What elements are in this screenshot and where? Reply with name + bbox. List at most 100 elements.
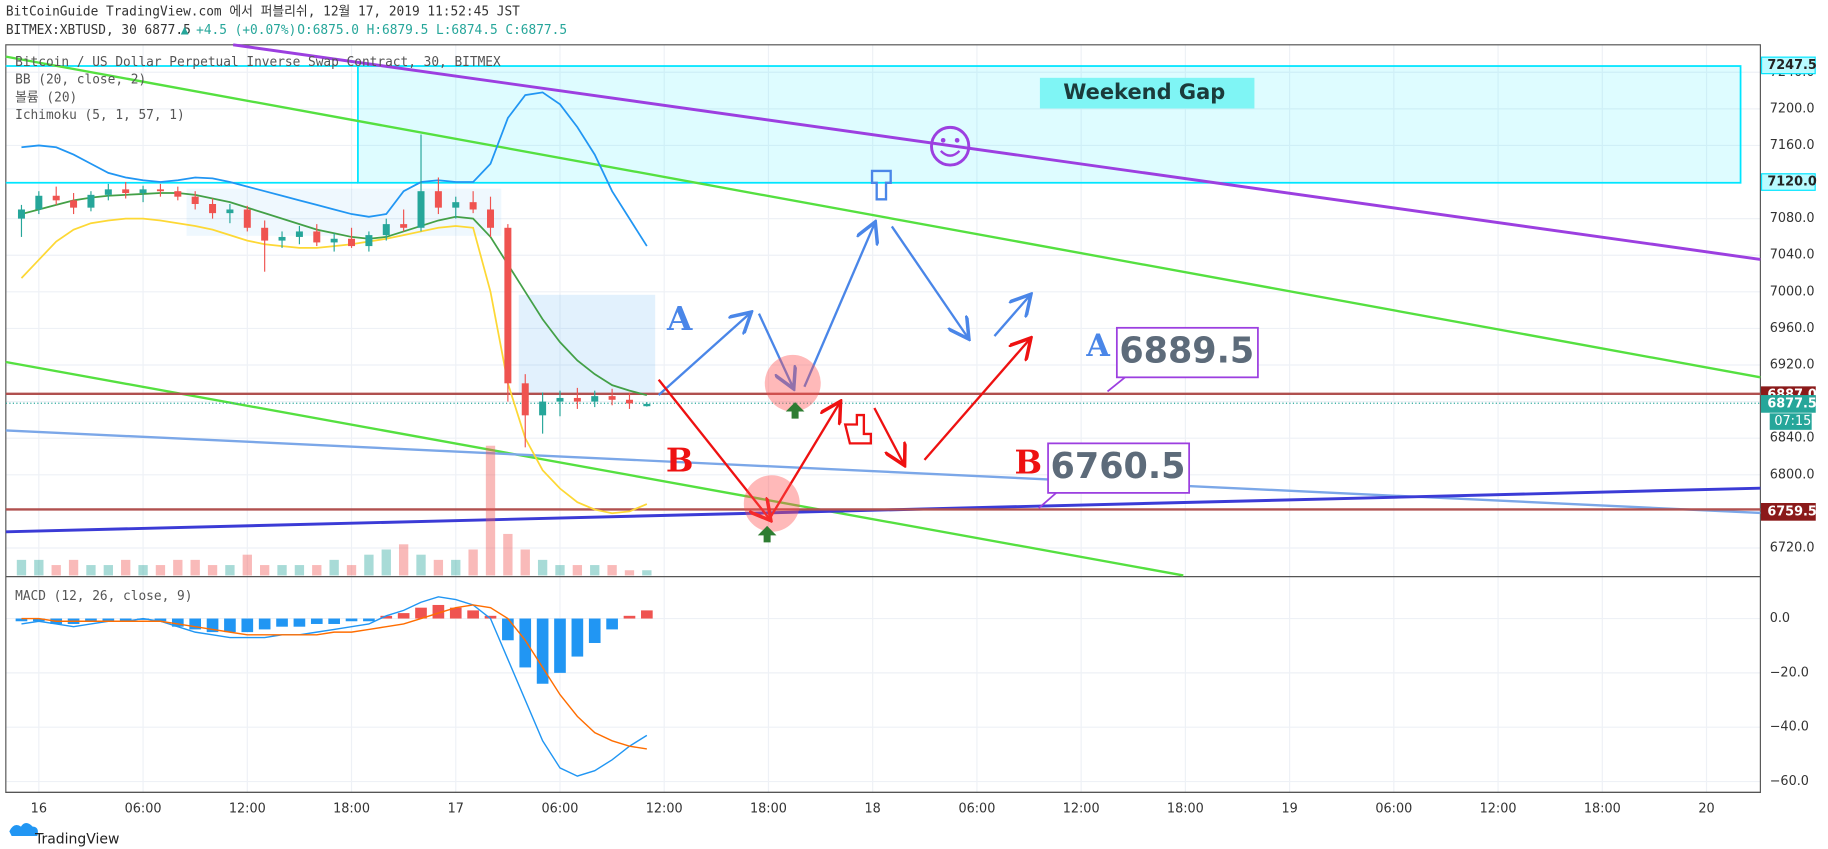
- volume-bar: [451, 559, 461, 576]
- volume-bar: [555, 565, 565, 576]
- candle-body: [226, 209, 234, 214]
- candle-body: [382, 224, 390, 236]
- candle-body: [608, 396, 616, 400]
- smiley-eye: [954, 137, 960, 143]
- x-tick-label: 18: [865, 801, 881, 816]
- candle-body: [539, 401, 547, 416]
- countdown: 07:15: [1774, 414, 1811, 429]
- y-tick-label: 7080.0: [1770, 211, 1815, 226]
- y-tick-label: −40.0: [1770, 720, 1809, 735]
- y-tick-label: 7200.0: [1770, 101, 1815, 116]
- volume-bar: [433, 559, 444, 576]
- volume-bar: [398, 544, 409, 576]
- histogram-bar: [85, 618, 97, 622]
- weekend-gap-box: [1039, 77, 1255, 109]
- candle-body: [504, 227, 512, 384]
- x-tick-label: 06:00: [542, 801, 579, 816]
- candle-body: [191, 196, 199, 204]
- x-tick-label: 06:00: [1375, 801, 1412, 816]
- volume-bar: [381, 549, 391, 576]
- hand-icon: [843, 413, 873, 445]
- price-tag-label: 7247.5: [1767, 58, 1816, 73]
- candle-body: [348, 238, 356, 247]
- x-tick-label: 17: [448, 801, 464, 816]
- x-tick-label: 12:00: [229, 801, 266, 816]
- y-tick-label: 6800.0: [1770, 467, 1815, 482]
- candle-body: [209, 203, 217, 214]
- x-tick-label: 18:00: [1167, 801, 1204, 816]
- weekend-gap-label: Weekend Gap: [1063, 79, 1225, 104]
- trend-line: [232, 43, 1761, 261]
- histogram-bar: [328, 618, 340, 624]
- volume-bar: [207, 565, 218, 576]
- volume-bar: [138, 565, 148, 576]
- x-tick-label: 18:00: [750, 801, 787, 816]
- x-tick-label: 20: [1698, 801, 1714, 816]
- histogram-bar: [189, 618, 202, 630]
- candle-body: [643, 403, 651, 407]
- y-tick-label: 6840.0: [1770, 431, 1815, 446]
- volume-bar: [294, 565, 305, 576]
- candle-body: [556, 397, 564, 402]
- candle-body: [156, 189, 164, 192]
- y-tick-label: 6920.0: [1770, 357, 1815, 372]
- candle-body: [122, 189, 130, 194]
- header-ohlc: O:6875.0 H:6879.5 L:6874.5 C:6877.5: [297, 23, 567, 38]
- histogram-bar: [588, 618, 601, 643]
- candle-body: [295, 231, 303, 237]
- highlight-circle: [764, 354, 821, 412]
- candle-body: [70, 200, 78, 208]
- x-tick-label: 18:00: [1584, 801, 1621, 816]
- histogram-bar: [102, 618, 115, 622]
- candle-body: [243, 209, 251, 228]
- candle-body: [573, 397, 581, 402]
- candle-body: [313, 231, 321, 243]
- price-tag: [1760, 503, 1816, 521]
- volume-bar: [86, 565, 96, 576]
- volume-bar: [173, 559, 183, 576]
- y-tick-label: 7160.0: [1770, 138, 1815, 153]
- callout-box: [1047, 442, 1191, 494]
- candle-body: [17, 209, 25, 219]
- candle-body: [330, 238, 338, 243]
- price-tag: [1760, 395, 1816, 413]
- scenario-a-arrows: [657, 224, 1030, 396]
- scenario-label: B: [666, 440, 694, 479]
- candle-body: [434, 191, 442, 208]
- legend-indicator: BB (20, close, 2): [15, 73, 146, 88]
- histogram-bar: [397, 613, 410, 619]
- volume-bar: [346, 565, 357, 576]
- candle-body: [278, 236, 286, 241]
- x-tick-label: 12:00: [1480, 801, 1517, 816]
- candle-body: [174, 191, 182, 197]
- signal-line: [21, 604, 647, 750]
- x-tick-label: 12:00: [646, 801, 683, 816]
- histogram-bar: [258, 618, 271, 630]
- histogram-bar: [293, 618, 306, 627]
- histogram-bar: [449, 607, 462, 619]
- candle-body: [35, 195, 43, 210]
- volume-bar: [468, 549, 478, 576]
- scenario-b-arrows: [657, 340, 1030, 519]
- header-line: BitCoinGuide TradingView.com 에서 퍼블리쉬, 12…: [6, 4, 520, 19]
- buy-arrow: [757, 525, 777, 543]
- volume-bar: [590, 565, 600, 576]
- target-label: 6889.5: [1119, 330, 1254, 371]
- candle-body: [400, 224, 408, 228]
- header-symbol: BITMEX:XBTUSD, 30 6877.5: [6, 23, 191, 38]
- histogram-bar: [606, 618, 618, 630]
- histogram-bar: [415, 607, 427, 619]
- x-tick-label: 18:00: [333, 801, 370, 816]
- histogram-bar: [15, 618, 28, 622]
- trend-line: [5, 55, 1761, 379]
- candle-body: [52, 195, 60, 201]
- volume-bar: [416, 554, 426, 576]
- buy-arrow: [785, 402, 805, 419]
- histogram-bar: [484, 615, 497, 619]
- callout-pointer: [1106, 376, 1126, 393]
- candle-body: [139, 189, 147, 194]
- volume-bar: [642, 570, 652, 576]
- candle-body: [104, 189, 112, 195]
- volume-bar: [121, 559, 131, 576]
